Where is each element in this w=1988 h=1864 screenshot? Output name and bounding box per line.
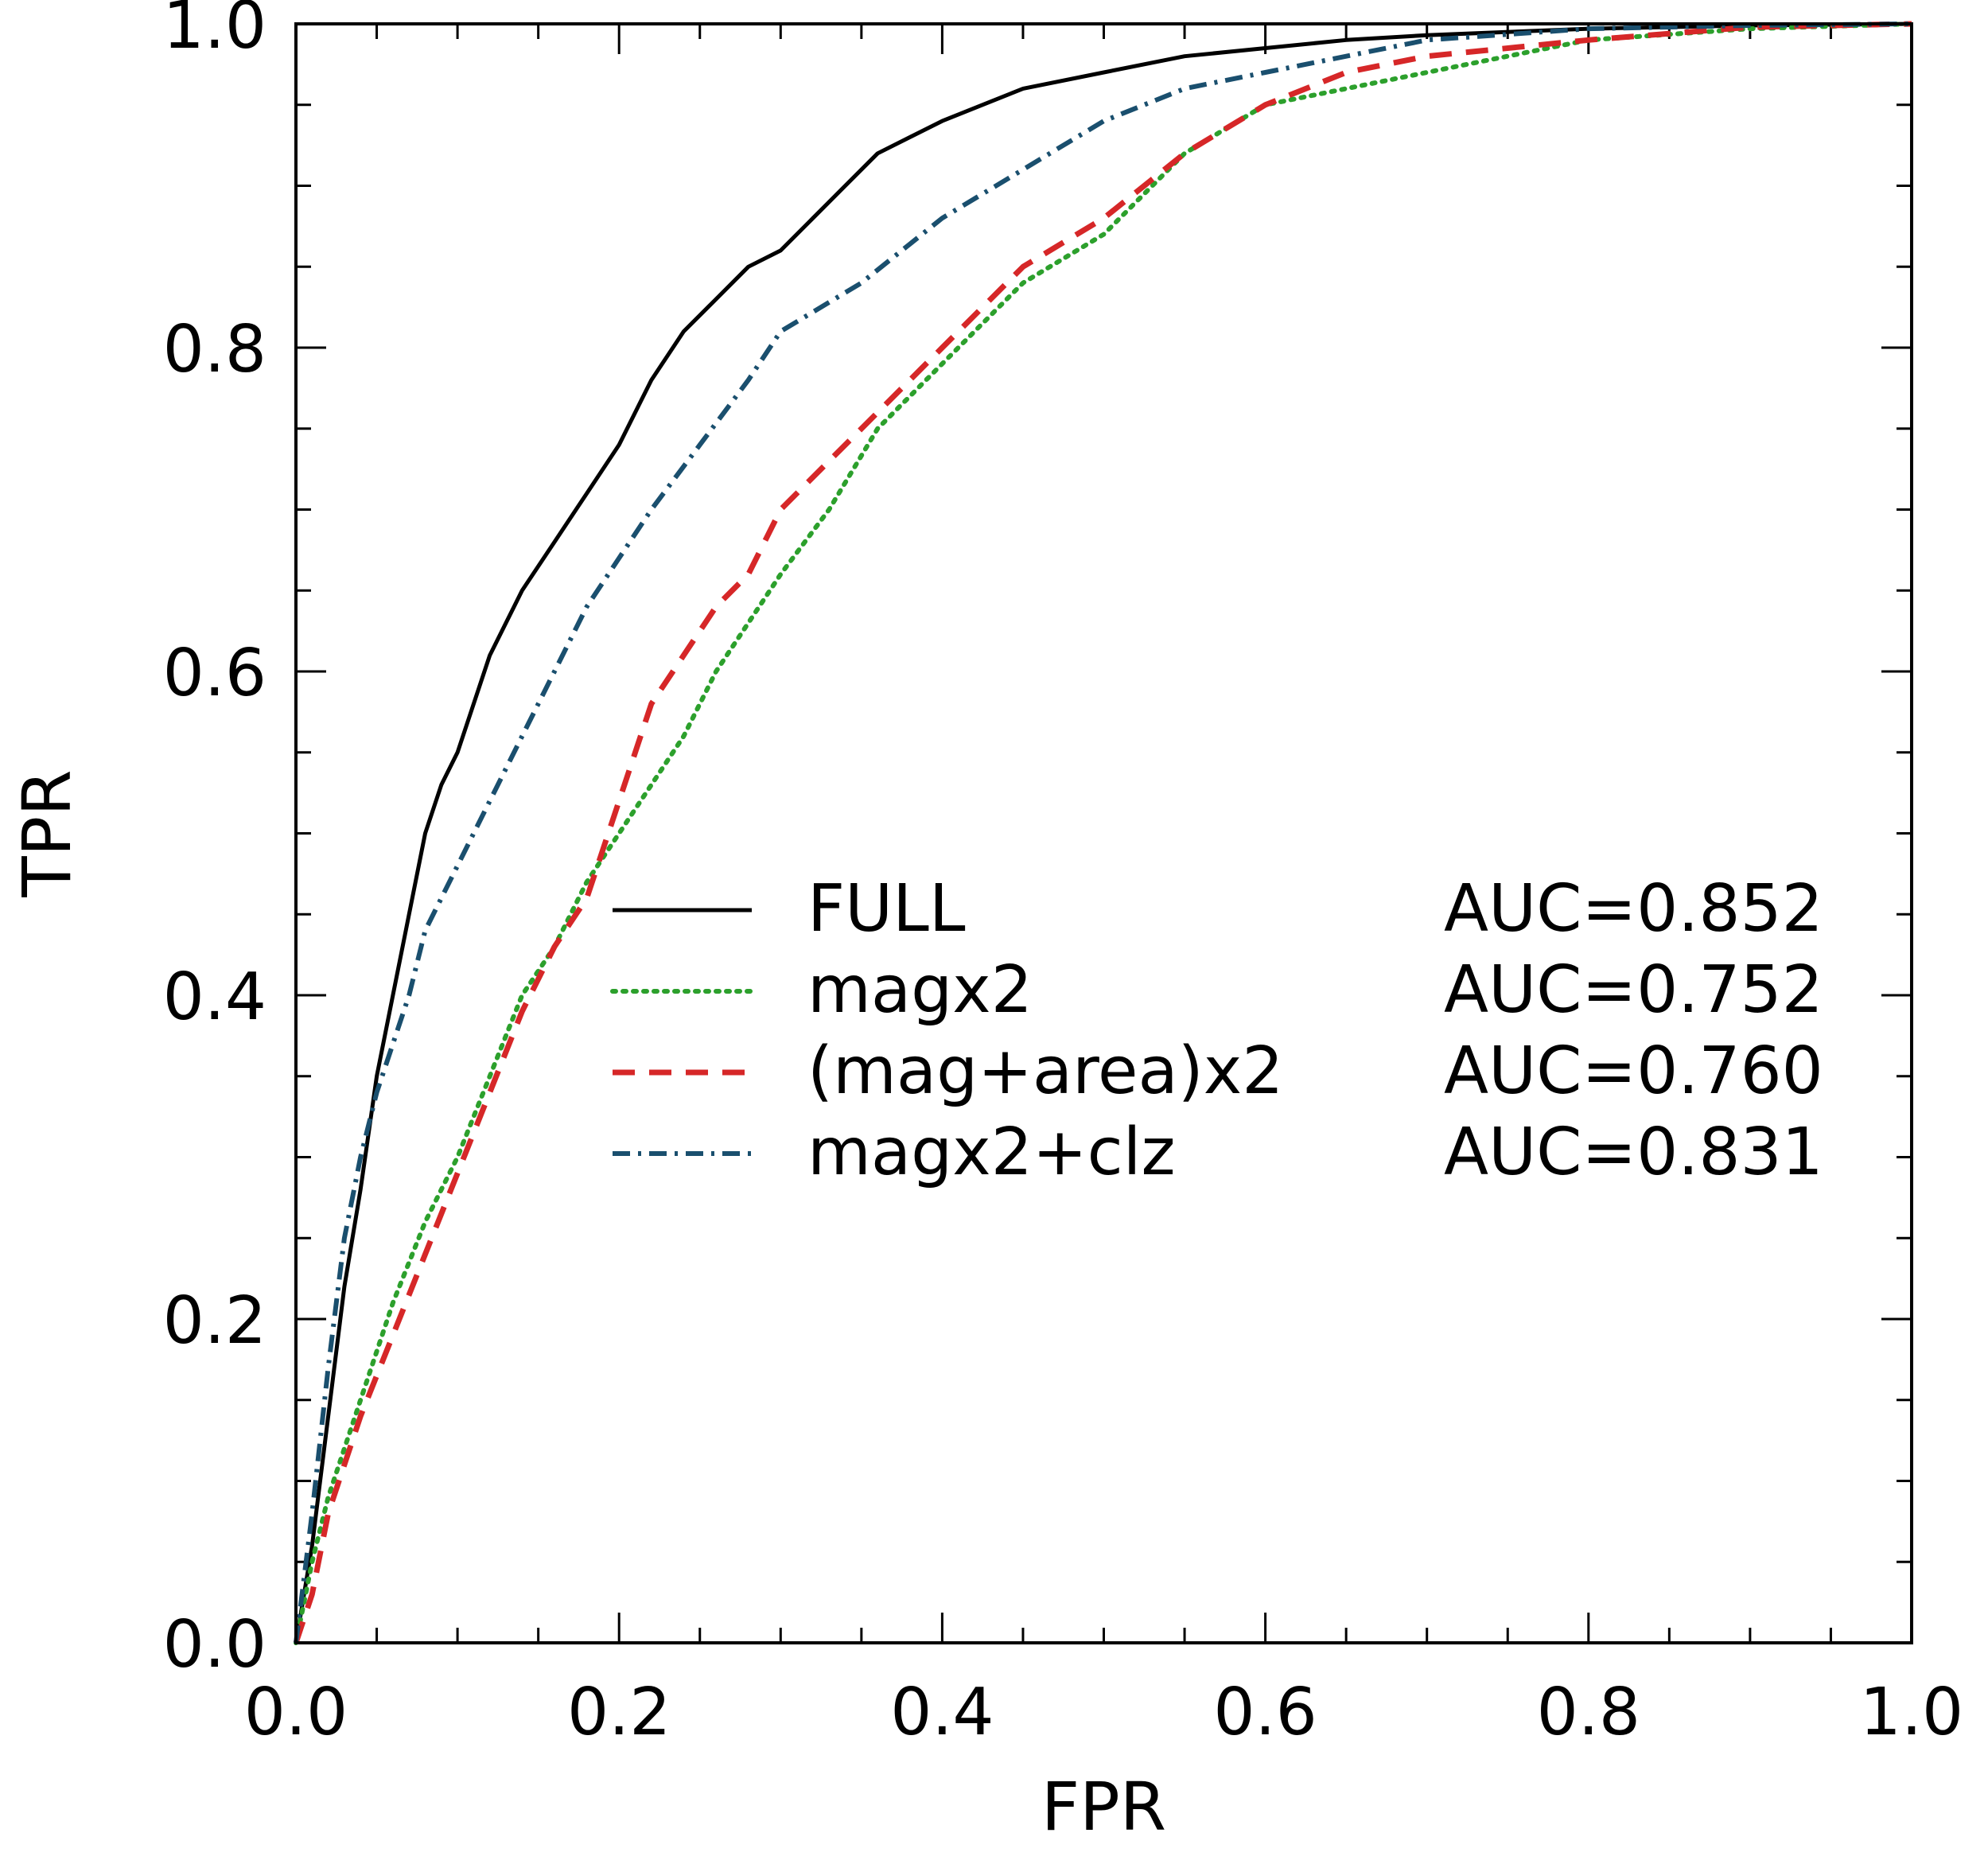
series-line-3 — [294, 21, 1912, 1644]
y-tick-label: 0.0 — [163, 1607, 266, 1683]
legend-auc: AUC=0.760 — [1444, 1033, 1823, 1109]
y-tick-label: 0.4 — [163, 959, 266, 1035]
series-line-1 — [294, 21, 1914, 1645]
x-tick-label: 0.6 — [1213, 1675, 1317, 1750]
series-line-2 — [293, 21, 1912, 1644]
x-tick-label: 0.0 — [244, 1675, 348, 1750]
x-tick-label: 0.4 — [890, 1675, 994, 1750]
legend-auc: AUC=0.831 — [1444, 1115, 1823, 1190]
legend-label: magx2 — [807, 952, 1033, 1028]
series-layer — [293, 21, 1914, 1645]
x-tick-label: 0.2 — [567, 1675, 671, 1750]
y-tick-label: 0.6 — [163, 636, 266, 711]
y-tick-label: 0.8 — [163, 312, 266, 387]
x-tick-label: 0.8 — [1537, 1675, 1640, 1750]
series-line-0 — [294, 21, 1912, 1644]
y-tick-label: 1.0 — [163, 0, 266, 64]
x-axis-title: FPR — [1041, 1768, 1166, 1846]
legend-label: (mag+area)x2 — [807, 1033, 1283, 1109]
legend-auc: AUC=0.752 — [1444, 952, 1823, 1028]
y-tick-label: 0.2 — [163, 1283, 266, 1359]
legend-auc: AUC=0.852 — [1444, 871, 1823, 947]
legend-label: FULL — [807, 871, 966, 947]
tick-labels: 0.0 0.2 0.4 0.6 0.8 1.0 0.0 0.2 0.4 0.6 0.8 1.0 — [163, 0, 1964, 1750]
y-axis-title: TPR — [8, 769, 86, 897]
plot-frame — [294, 22, 1913, 1644]
x-tick-label: 1.0 — [1860, 1675, 1963, 1750]
legend: FULL AUC=0.852 magx2 AUC=0.752 (mag+area)x2 A… — [610, 871, 1823, 1190]
legend-label: magx2+clz — [807, 1115, 1176, 1190]
